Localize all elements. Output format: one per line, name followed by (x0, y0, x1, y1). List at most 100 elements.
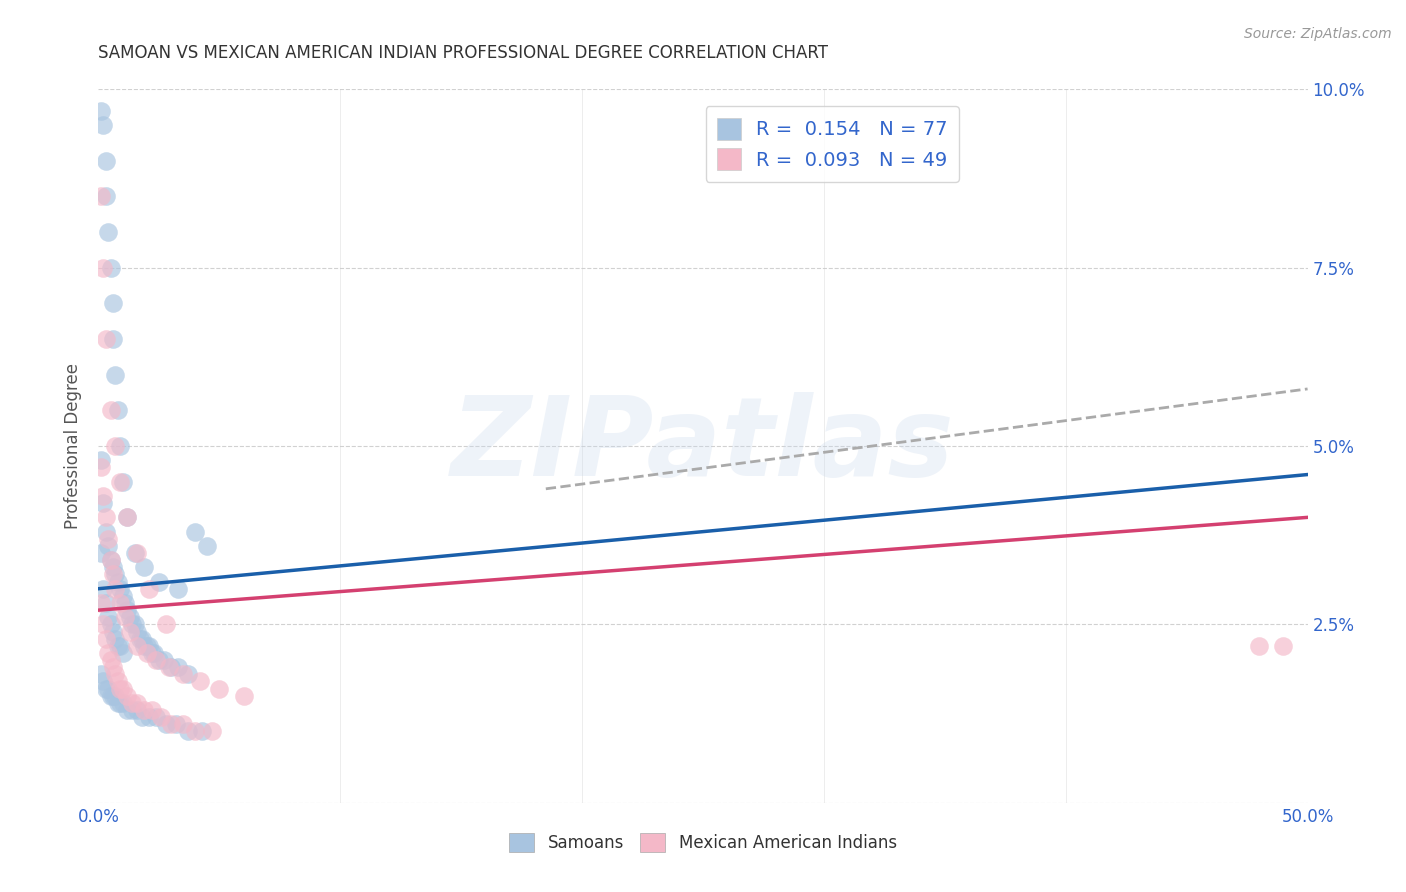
Point (167, 582, 190, 596)
Point (107, 696, 129, 710)
Point (157, 660, 180, 674)
Point (90, 546, 112, 560)
Point (111, 681, 134, 696)
Y-axis label: Professional Degree: Professional Degree (65, 363, 83, 529)
Point (107, 674, 129, 689)
Point (104, 567, 127, 582)
Point (101, 624, 124, 639)
Point (108, 696, 131, 710)
Point (131, 710, 153, 724)
Point (141, 646, 163, 660)
Point (127, 546, 149, 560)
Point (165, 717, 187, 731)
Point (90, 667, 112, 681)
Point (114, 596, 136, 610)
Point (97, 225, 120, 239)
Point (155, 717, 177, 731)
Point (148, 574, 170, 589)
Point (124, 617, 146, 632)
Point (100, 617, 122, 632)
Point (104, 368, 127, 382)
Point (195, 539, 218, 553)
Point (101, 567, 124, 582)
Point (127, 703, 149, 717)
Point (94, 681, 117, 696)
Point (100, 689, 122, 703)
Point (94, 332, 117, 346)
Point (121, 703, 143, 717)
Point (141, 703, 163, 717)
Point (121, 617, 143, 632)
Point (108, 596, 131, 610)
Point (135, 646, 157, 660)
Point (90, 189, 112, 203)
Point (91, 496, 114, 510)
Point (90, 103, 112, 118)
Point (1249, 639, 1271, 653)
Point (104, 582, 127, 596)
Point (148, 653, 170, 667)
Point (108, 582, 131, 596)
Point (91, 489, 114, 503)
Point (97, 646, 120, 660)
Point (104, 632, 127, 646)
Legend: Samoans, Mexican American Indians: Samoans, Mexican American Indians (502, 826, 904, 859)
Text: ZIPatlas: ZIPatlas (451, 392, 955, 500)
Point (90, 460, 112, 475)
Point (135, 639, 157, 653)
Point (117, 510, 139, 524)
Point (124, 546, 146, 560)
Point (101, 296, 124, 310)
Point (127, 624, 149, 639)
Point (97, 539, 120, 553)
Point (134, 703, 156, 717)
Point (121, 696, 143, 710)
Point (108, 475, 131, 489)
Point (94, 153, 117, 168)
Point (91, 674, 114, 689)
Point (177, 667, 200, 681)
Point (127, 639, 149, 653)
Point (101, 332, 124, 346)
Point (172, 667, 194, 681)
Point (155, 617, 177, 632)
Point (100, 553, 122, 567)
Point (108, 439, 131, 453)
Point (91, 118, 114, 132)
Point (107, 403, 129, 417)
Point (97, 610, 120, 624)
Point (118, 624, 141, 639)
Point (184, 524, 207, 539)
Point (160, 717, 183, 731)
Point (172, 717, 194, 731)
Point (91, 260, 114, 275)
Point (177, 724, 200, 739)
Point (184, 724, 207, 739)
Point (90, 596, 112, 610)
Point (104, 667, 127, 681)
Point (191, 724, 214, 739)
Point (138, 582, 160, 596)
Point (145, 653, 167, 667)
Point (100, 553, 122, 567)
Point (114, 610, 136, 624)
Point (108, 639, 131, 653)
Point (97, 532, 120, 546)
Point (118, 610, 141, 624)
Point (94, 510, 117, 524)
Point (138, 710, 160, 724)
Point (111, 696, 134, 710)
Point (94, 524, 117, 539)
Point (100, 403, 122, 417)
Point (128, 632, 150, 646)
Point (100, 653, 122, 667)
Point (134, 639, 156, 653)
Point (188, 674, 211, 689)
Point (111, 475, 134, 489)
Point (150, 710, 173, 724)
Point (91, 582, 114, 596)
Point (101, 660, 124, 674)
Point (138, 639, 160, 653)
Point (100, 260, 122, 275)
Text: SAMOAN VS MEXICAN AMERICAN INDIAN PROFESSIONAL DEGREE CORRELATION CHART: SAMOAN VS MEXICAN AMERICAN INDIAN PROFES… (98, 45, 828, 62)
